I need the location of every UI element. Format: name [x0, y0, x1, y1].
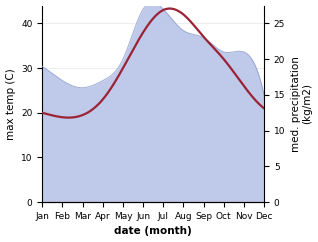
X-axis label: date (month): date (month) — [114, 227, 192, 236]
Y-axis label: max temp (C): max temp (C) — [5, 68, 16, 140]
Y-axis label: med. precipitation
(kg/m2): med. precipitation (kg/m2) — [291, 56, 313, 152]
